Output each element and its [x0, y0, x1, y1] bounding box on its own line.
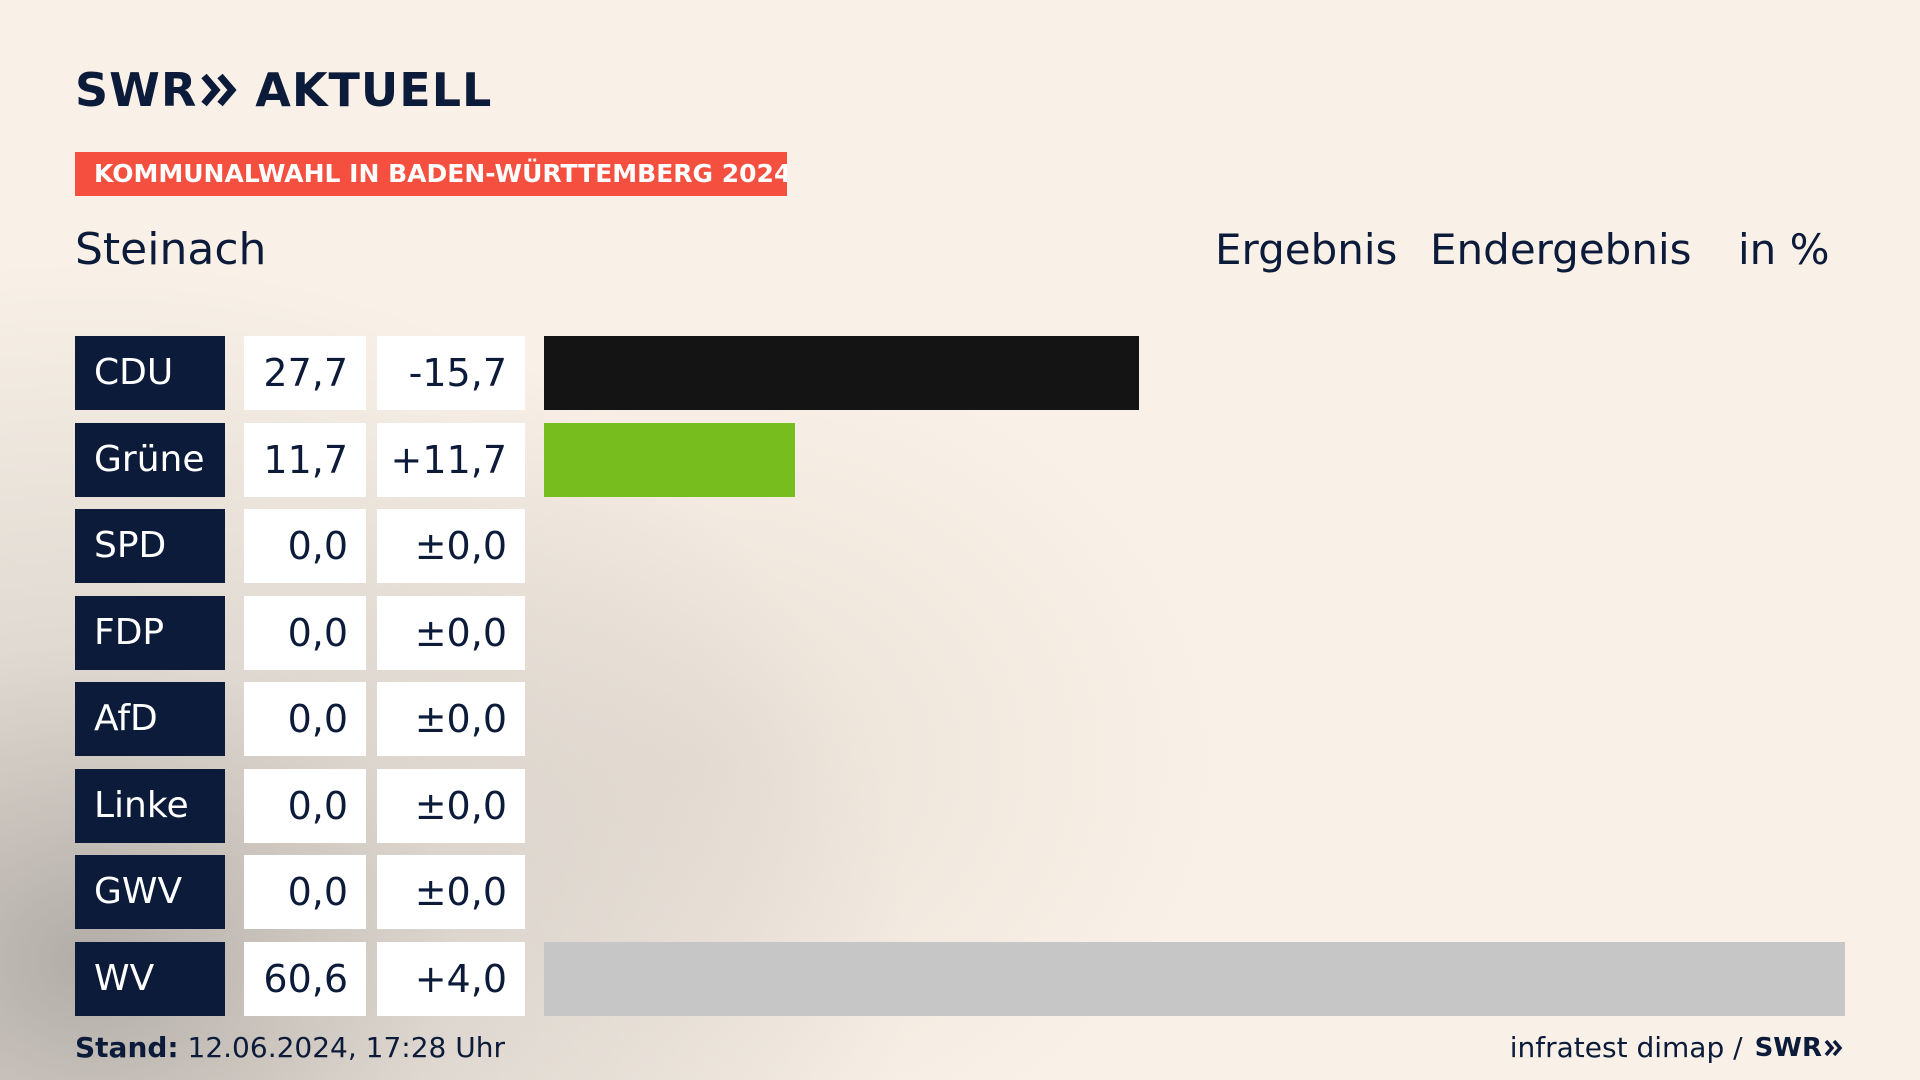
- vote-share-value: 0,0: [244, 855, 366, 929]
- mini-logo-text: SWR: [1754, 1033, 1822, 1063]
- result-row: Grüne 11,7 +11,7: [0, 423, 1920, 497]
- result-row: SPD 0,0 ±0,0: [0, 509, 1920, 583]
- source-text: infratest dimap /: [1509, 1031, 1743, 1064]
- swr-mini-logo: SWR: [1755, 1030, 1844, 1066]
- result-row: GWV 0,0 ±0,0: [0, 855, 1920, 929]
- vote-share-value: 0,0: [244, 682, 366, 756]
- party-label: SPD: [75, 509, 225, 583]
- party-label: WV: [75, 942, 225, 1016]
- party-label: FDP: [75, 596, 225, 670]
- header-result: Ergebnis: [1215, 225, 1398, 274]
- result-row: AfD 0,0 ±0,0: [0, 682, 1920, 756]
- vote-share-value: 27,7: [244, 336, 366, 410]
- place-title: Steinach: [75, 224, 267, 275]
- timestamp-label: Stand:: [75, 1031, 179, 1064]
- header-status: Endergebnis: [1430, 225, 1692, 274]
- party-label: AfD: [75, 682, 225, 756]
- party-label: CDU: [75, 336, 225, 410]
- timestamp-value: 12.06.2024, 17:28 Uhr: [187, 1031, 505, 1064]
- vote-change-value: ±0,0: [377, 509, 525, 583]
- header-unit: in %: [1738, 225, 1830, 274]
- vote-change-value: ±0,0: [377, 769, 525, 843]
- logo-swr-text: SWR: [75, 63, 198, 117]
- vote-change-value: ±0,0: [377, 596, 525, 670]
- mini-chevron-icon: [1824, 1039, 1843, 1057]
- result-row: Linke 0,0 ±0,0: [0, 769, 1920, 843]
- vote-share-value: 0,0: [244, 509, 366, 583]
- party-label: Grüne: [75, 423, 225, 497]
- vote-share-value: 0,0: [244, 596, 366, 670]
- result-row: CDU 27,7 -15,7: [0, 336, 1920, 410]
- party-label: Linke: [75, 769, 225, 843]
- vote-share-value: 0,0: [244, 769, 366, 843]
- vote-change-value: ±0,0: [377, 682, 525, 756]
- source-credit: infratest dimap / SWR: [1510, 1030, 1844, 1066]
- double-chevron-icon: [201, 73, 237, 107]
- logo-aktuell-text: AKTUELL: [255, 63, 493, 117]
- vote-change-value: +4,0: [377, 942, 525, 1016]
- timestamp: Stand: 12.06.2024, 17:28 Uhr: [75, 1030, 505, 1066]
- party-label: GWV: [75, 855, 225, 929]
- swr-aktuell-logo: SWR AKTUELL: [75, 63, 493, 117]
- vote-share-value: 11,7: [244, 423, 366, 497]
- result-row: FDP 0,0 ±0,0: [0, 596, 1920, 670]
- vote-change-value: +11,7: [377, 423, 525, 497]
- election-tag: KOMMUNALWAHL IN BADEN-WÜRTTEMBERG 2024: [75, 152, 787, 196]
- vote-change-value: -15,7: [377, 336, 525, 410]
- vote-share-bar: [544, 423, 795, 497]
- vote-change-value: ±0,0: [377, 855, 525, 929]
- vote-share-value: 60,6: [244, 942, 366, 1016]
- vote-share-bar: [544, 942, 1845, 1016]
- vote-share-bar: [544, 336, 1139, 410]
- result-row: WV 60,6 +4,0: [0, 942, 1920, 1016]
